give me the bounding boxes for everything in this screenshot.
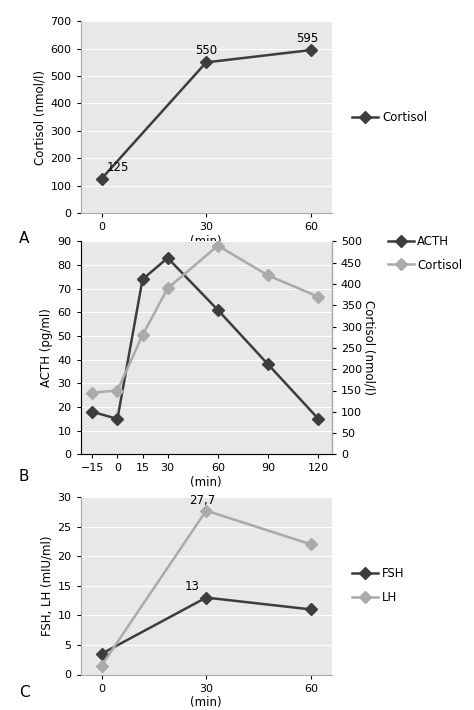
ACTH (215, 306, 221, 315)
ACTH (140, 275, 146, 283)
Line: ACTH: ACTH (88, 253, 323, 423)
Cortisol (316, 293, 321, 301)
Legend: ACTH, Cortisol: ACTH, Cortisol (383, 230, 467, 276)
X-axis label: (min): (min) (191, 476, 222, 489)
LH (99, 662, 104, 670)
LH (203, 506, 209, 515)
X-axis label: (min): (min) (191, 235, 222, 248)
Y-axis label: ACTH (pg/ml): ACTH (pg/ml) (40, 308, 53, 388)
FSH (308, 605, 314, 613)
Y-axis label: FSH, LH (mIU/ml): FSH, LH (mIU/ml) (40, 535, 53, 636)
Cortisol (140, 331, 146, 339)
Line: Cortisol: Cortisol (97, 46, 315, 183)
Legend: FSH, LH: FSH, LH (348, 563, 409, 608)
ACTH (265, 360, 271, 368)
ACTH (115, 415, 120, 423)
Legend: Cortisol: Cortisol (348, 106, 432, 129)
Text: A: A (19, 231, 29, 246)
X-axis label: (min): (min) (191, 697, 222, 709)
Text: 550: 550 (195, 45, 217, 58)
Cortisol (308, 45, 314, 55)
Line: LH: LH (97, 506, 315, 670)
Cortisol (165, 284, 171, 293)
Text: 125: 125 (107, 161, 129, 174)
Text: 27,7: 27,7 (190, 494, 216, 507)
Cortisol (90, 388, 95, 397)
Line: FSH: FSH (97, 594, 315, 658)
Text: C: C (19, 685, 29, 700)
Cortisol (203, 58, 209, 67)
Cortisol (115, 386, 120, 395)
Text: B: B (19, 469, 29, 484)
FSH (99, 650, 104, 658)
Line: Cortisol: Cortisol (88, 241, 323, 397)
Text: 13: 13 (184, 580, 199, 593)
ACTH (165, 253, 171, 262)
LH (308, 540, 314, 549)
ACTH (90, 408, 95, 416)
ACTH (316, 415, 321, 423)
Cortisol (215, 241, 221, 250)
FSH (203, 594, 209, 602)
Y-axis label: Cortisol (nmol/l): Cortisol (nmol/l) (33, 70, 46, 165)
Y-axis label: Cortisol (nmol/l): Cortisol (nmol/l) (363, 300, 376, 395)
Cortisol (99, 175, 104, 183)
Cortisol (265, 271, 271, 280)
Text: 595: 595 (296, 32, 319, 45)
